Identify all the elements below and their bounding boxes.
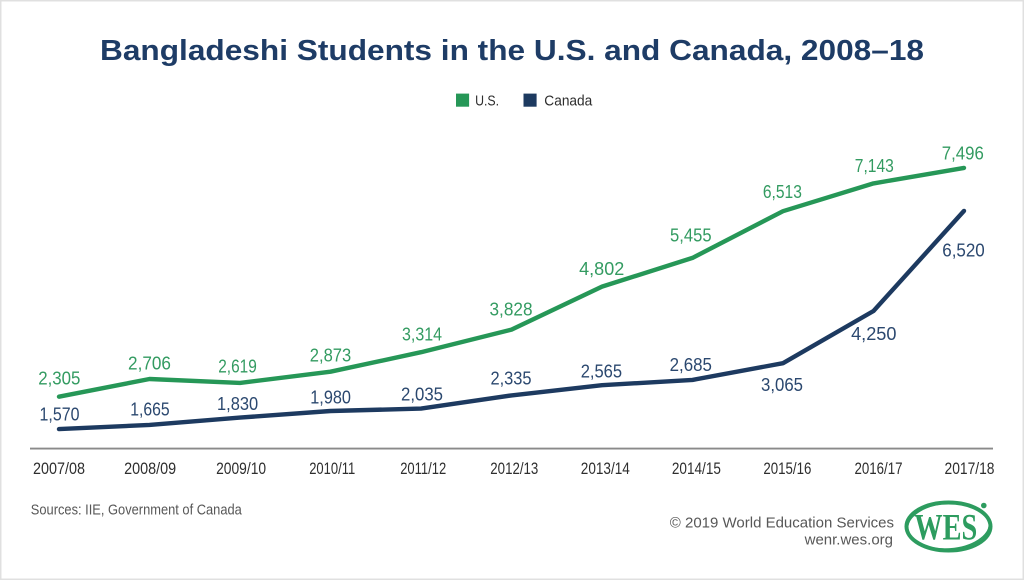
svg-text:3,065: 3,065 [761, 375, 803, 395]
svg-text:4,250: 4,250 [851, 324, 896, 344]
svg-text:6,513: 6,513 [763, 182, 802, 202]
svg-text:2016/17: 2016/17 [855, 459, 903, 478]
svg-text:2,335: 2,335 [490, 369, 531, 389]
svg-text:2013/14: 2013/14 [581, 459, 630, 478]
svg-text:2017/18: 2017/18 [945, 459, 995, 478]
svg-text:1,570: 1,570 [40, 405, 80, 425]
svg-text:2,685: 2,685 [670, 355, 712, 375]
svg-text:7,143: 7,143 [855, 156, 894, 176]
svg-text:2009/10: 2009/10 [216, 459, 266, 478]
svg-text:2011/12: 2011/12 [400, 459, 446, 478]
svg-text:wenr.wes.org: wenr.wes.org [804, 531, 893, 548]
svg-text:© 2019 World Education Service: © 2019 World Education Services [670, 514, 894, 531]
svg-text:Sources: IIE, Government of Ca: Sources: IIE, Government of Canada [31, 502, 243, 519]
svg-text:3,828: 3,828 [490, 299, 533, 319]
svg-text:1,665: 1,665 [130, 400, 169, 420]
svg-text:2010/11: 2010/11 [309, 459, 355, 478]
svg-text:2,619: 2,619 [218, 356, 257, 376]
svg-text:2,565: 2,565 [581, 362, 622, 382]
svg-text:2014/15: 2014/15 [672, 459, 721, 478]
svg-text:5,455: 5,455 [670, 225, 712, 245]
svg-text:3,314: 3,314 [402, 324, 442, 344]
svg-text:4,802: 4,802 [579, 259, 624, 279]
svg-text:6,520: 6,520 [942, 241, 985, 261]
svg-text:Bangladeshi Students in the U.: Bangladeshi Students in the U.S. and Can… [100, 35, 924, 67]
svg-text:WES: WES [914, 508, 977, 549]
svg-text:2,706: 2,706 [128, 354, 171, 374]
svg-text:2012/13: 2012/13 [490, 459, 538, 478]
svg-text:1,830: 1,830 [217, 394, 258, 414]
svg-text:2,873: 2,873 [310, 345, 351, 365]
svg-text:2007/08: 2007/08 [33, 459, 85, 478]
svg-text:Canada: Canada [544, 92, 593, 109]
svg-text:2015/16: 2015/16 [763, 459, 811, 478]
svg-text:U.S.: U.S. [475, 92, 499, 109]
svg-text:2,035: 2,035 [401, 385, 443, 405]
svg-text:1,980: 1,980 [310, 387, 351, 407]
svg-text:2008/09: 2008/09 [124, 459, 176, 478]
svg-text:2,305: 2,305 [38, 368, 80, 388]
svg-text:7,496: 7,496 [942, 143, 984, 163]
